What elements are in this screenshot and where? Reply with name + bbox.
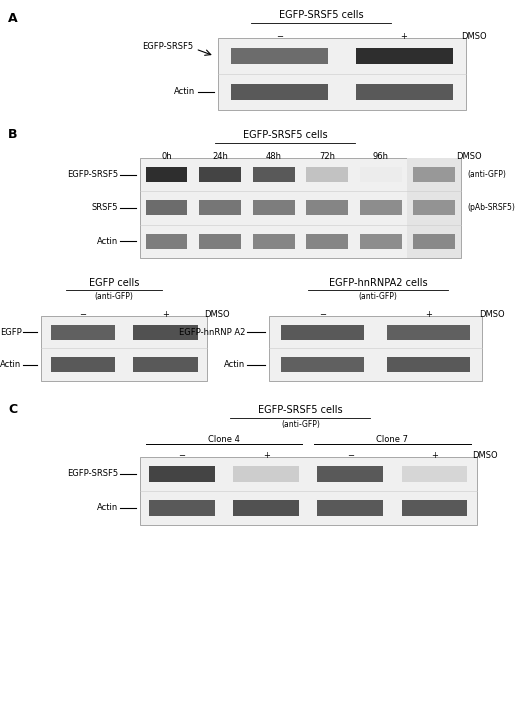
Bar: [233, 466, 299, 482]
Bar: [318, 466, 383, 482]
Text: −: −: [347, 451, 354, 460]
Text: B: B: [8, 128, 18, 141]
Text: DMSO: DMSO: [462, 32, 487, 41]
Text: DMSO: DMSO: [205, 310, 230, 319]
Bar: [281, 357, 364, 372]
Bar: [413, 234, 455, 249]
Bar: [146, 201, 188, 215]
Text: 24h: 24h: [212, 152, 228, 161]
Text: EGFP-hnRNP A2: EGFP-hnRNP A2: [179, 328, 246, 336]
Bar: [318, 500, 383, 516]
Text: +: +: [162, 310, 169, 319]
Text: DMSO: DMSO: [472, 451, 497, 460]
Bar: [134, 325, 198, 339]
Bar: [306, 168, 348, 182]
Bar: [306, 234, 348, 249]
Bar: [253, 201, 295, 215]
Text: C: C: [8, 403, 17, 416]
Text: −: −: [79, 310, 87, 319]
Bar: [199, 201, 241, 215]
Text: +: +: [400, 32, 408, 41]
Text: −: −: [178, 451, 185, 460]
Bar: [253, 234, 295, 249]
Text: Actin: Actin: [97, 503, 118, 513]
Text: EGFP-hnRNPA2 cells: EGFP-hnRNPA2 cells: [329, 278, 427, 288]
Text: (anti-GFP): (anti-GFP): [358, 292, 398, 301]
Text: EGFP-SRSF5: EGFP-SRSF5: [67, 170, 118, 179]
Text: DMSO: DMSO: [479, 310, 505, 319]
Text: Actin: Actin: [97, 237, 118, 245]
Bar: [149, 500, 215, 516]
Bar: [146, 234, 188, 249]
Bar: [408, 158, 461, 258]
Text: EGFP-SRSF5 cells: EGFP-SRSF5 cells: [258, 405, 343, 415]
Text: EGFP-SRSF5 cells: EGFP-SRSF5 cells: [279, 10, 364, 20]
Bar: [253, 168, 295, 182]
Text: DMSO: DMSO: [456, 152, 482, 161]
Bar: [218, 38, 466, 110]
Bar: [134, 357, 198, 372]
Text: EGFP-SRSF5 cells: EGFP-SRSF5 cells: [242, 130, 327, 140]
Bar: [146, 168, 188, 182]
Text: (anti-GFP): (anti-GFP): [467, 170, 506, 179]
Text: EGFP: EGFP: [0, 328, 21, 336]
Bar: [401, 466, 467, 482]
Text: Clone 4: Clone 4: [208, 435, 240, 444]
Bar: [140, 158, 461, 258]
Text: SRSF5: SRSF5: [91, 204, 118, 212]
Bar: [360, 168, 401, 182]
Bar: [199, 234, 241, 249]
Text: +: +: [263, 451, 269, 460]
Bar: [149, 466, 215, 482]
Text: Actin: Actin: [175, 87, 196, 97]
Text: EGFP-SRSF5: EGFP-SRSF5: [142, 43, 194, 51]
Bar: [413, 201, 455, 215]
Bar: [51, 325, 115, 339]
Text: (anti-GFP): (anti-GFP): [281, 420, 320, 429]
Bar: [413, 168, 455, 182]
Bar: [51, 357, 115, 372]
Text: Clone 7: Clone 7: [377, 435, 408, 444]
Bar: [41, 316, 207, 381]
Text: 96h: 96h: [373, 152, 388, 161]
Text: 72h: 72h: [319, 152, 335, 161]
Text: (anti-GFP): (anti-GFP): [94, 292, 134, 301]
Text: (pAb-SRSF5): (pAb-SRSF5): [467, 204, 515, 212]
Text: EGFP-SRSF5: EGFP-SRSF5: [67, 469, 118, 479]
Bar: [401, 500, 467, 516]
Bar: [199, 168, 241, 182]
Bar: [281, 325, 364, 339]
Bar: [269, 316, 482, 381]
Bar: [387, 325, 470, 339]
Text: EGFP cells: EGFP cells: [89, 278, 139, 288]
Text: Actin: Actin: [0, 360, 21, 369]
Bar: [306, 201, 348, 215]
Bar: [355, 48, 453, 64]
Text: −: −: [276, 32, 283, 41]
Bar: [233, 500, 299, 516]
Text: +: +: [431, 451, 438, 460]
Text: +: +: [425, 310, 432, 319]
Bar: [387, 357, 470, 372]
Text: A: A: [8, 12, 18, 25]
Bar: [360, 201, 401, 215]
Text: 48h: 48h: [266, 152, 282, 161]
Bar: [360, 234, 401, 249]
Bar: [355, 84, 453, 100]
Text: Actin: Actin: [224, 360, 246, 369]
Text: 0h: 0h: [161, 152, 172, 161]
Bar: [140, 457, 477, 525]
Text: −: −: [319, 310, 326, 319]
Bar: [231, 48, 328, 64]
Bar: [231, 84, 328, 100]
